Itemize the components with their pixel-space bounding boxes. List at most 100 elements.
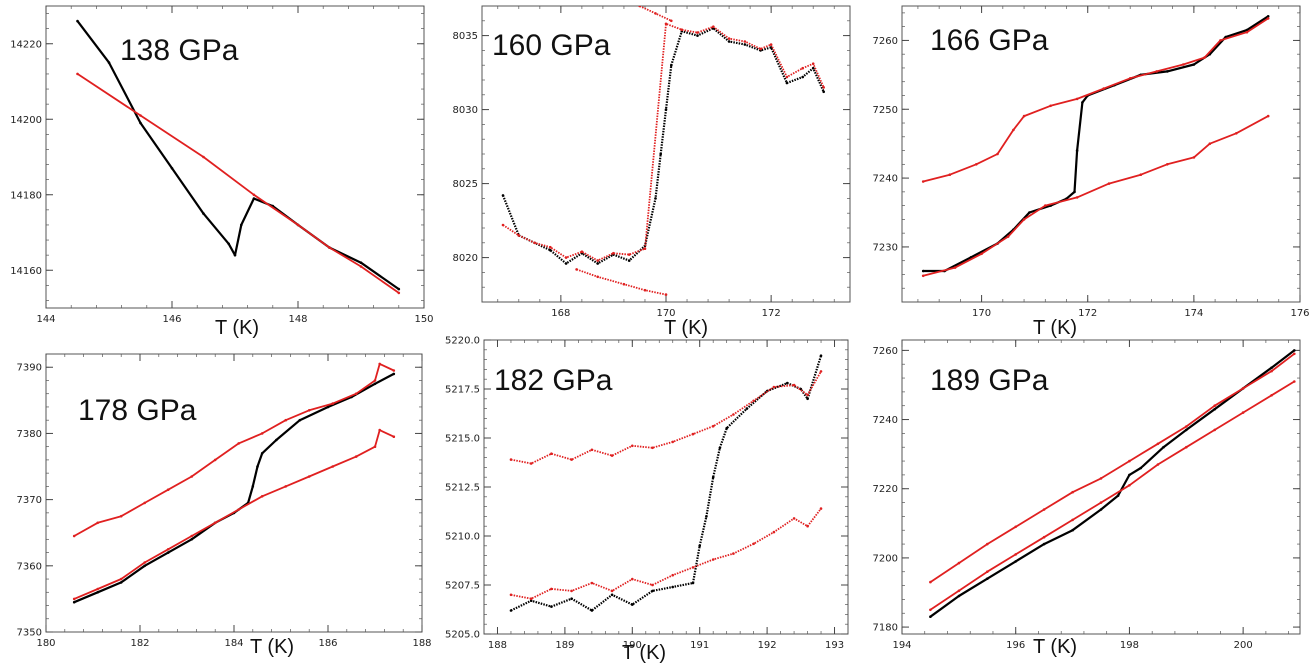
x-tick-label: 190 xyxy=(623,640,642,651)
data-area xyxy=(929,349,1296,618)
chart-panel-2: 168 170 172 8020 8025 8030 8035 160 GPa T (K) xyxy=(453,5,851,339)
data-point xyxy=(727,37,731,40)
data-point xyxy=(251,485,255,488)
data-point xyxy=(610,454,614,457)
data-point xyxy=(275,438,278,442)
data-point xyxy=(359,261,363,265)
data-point xyxy=(284,418,288,422)
x-tick-label: 180 xyxy=(36,638,55,649)
data-point xyxy=(96,521,99,525)
data-point xyxy=(996,152,999,156)
y-tick-label: 7380 xyxy=(17,429,42,440)
y-tick-label: 7200 xyxy=(873,553,898,564)
chart-title: 160 GPa xyxy=(492,29,611,62)
chart-panel-6: 194 196 198 200 7180 7200 7220 7240 7260 189 GPa T… xyxy=(873,339,1301,658)
x-tick-label: 144 xyxy=(36,314,55,325)
data-point xyxy=(752,542,755,546)
data-point xyxy=(819,507,823,510)
data-point xyxy=(233,253,237,257)
data-point xyxy=(252,197,256,200)
data-point xyxy=(957,589,961,593)
data-point xyxy=(570,458,573,461)
data-point xyxy=(671,585,674,589)
data-point xyxy=(307,475,311,478)
y-tick-label: 7260 xyxy=(873,36,898,47)
chart-panel-5: 188 189 190 191 192 193 5205.0 5207.5 5210.0 5212… xyxy=(445,336,849,664)
x-tick-label: 196 xyxy=(1006,640,1025,651)
y-tick-label: 7240 xyxy=(873,174,898,185)
data-point xyxy=(570,597,573,600)
data-point xyxy=(119,581,123,584)
data-point xyxy=(1014,560,1017,563)
data-point xyxy=(921,180,925,183)
series-line-red xyxy=(502,22,825,262)
data-point xyxy=(929,608,932,612)
data-point xyxy=(921,269,925,273)
x-tick-label: 170 xyxy=(656,308,675,319)
data-point xyxy=(806,393,809,397)
chart-title: 166 GPa xyxy=(930,24,1049,57)
data-point xyxy=(711,475,715,479)
data-area xyxy=(76,19,401,295)
data-point xyxy=(1044,204,1047,207)
data-point xyxy=(811,62,815,65)
data-point xyxy=(957,561,961,565)
series-line-red xyxy=(510,508,822,600)
x-tick-label: 193 xyxy=(825,640,844,651)
data-point xyxy=(610,589,614,593)
data-point xyxy=(743,40,747,43)
data-point xyxy=(509,609,513,612)
data-point xyxy=(590,581,594,585)
data-point xyxy=(801,75,804,79)
data-point xyxy=(331,465,335,468)
data-point xyxy=(1042,508,1046,511)
data-point xyxy=(1266,14,1270,18)
data-point xyxy=(1128,484,1131,487)
chart-title: 138 GPa xyxy=(120,34,239,67)
data-point xyxy=(328,246,331,249)
data-point xyxy=(1075,97,1079,101)
y-tick-label: 7360 xyxy=(17,561,42,572)
data-point xyxy=(1293,380,1296,383)
data-point xyxy=(638,6,641,8)
x-tick-label: 194 xyxy=(892,640,911,651)
data-point xyxy=(696,34,699,37)
data-point xyxy=(72,597,76,601)
data-point xyxy=(743,43,747,46)
x-tick-label: 174 xyxy=(1184,308,1203,319)
x-tick-label: 148 xyxy=(288,314,307,325)
series-line-red xyxy=(929,353,1295,583)
data-point xyxy=(170,167,174,170)
data-point xyxy=(691,581,695,585)
data-point xyxy=(1073,190,1076,194)
data-point xyxy=(670,19,673,23)
data-point xyxy=(822,90,825,94)
data-point xyxy=(929,615,932,618)
data-point xyxy=(711,558,715,561)
data-point xyxy=(354,455,358,458)
data-point xyxy=(664,108,668,111)
data-point xyxy=(1012,128,1015,132)
y-tick-label: 8030 xyxy=(453,105,478,116)
data-area xyxy=(921,14,1270,278)
plot-frame xyxy=(901,5,1301,303)
data-point xyxy=(986,577,989,580)
data-point xyxy=(354,392,358,396)
data-point xyxy=(786,381,789,385)
data-area xyxy=(72,362,396,604)
data-point xyxy=(237,442,240,445)
data-point xyxy=(1128,459,1131,463)
data-point xyxy=(811,66,815,70)
x-tick-label: 170 xyxy=(972,308,991,319)
data-point xyxy=(1156,463,1160,466)
data-point xyxy=(575,268,578,271)
y-tick-label: 5212.5 xyxy=(445,483,480,494)
data-point xyxy=(1071,518,1074,522)
data-point xyxy=(580,250,584,253)
y-tick-label: 5210.0 xyxy=(445,532,480,543)
data-point xyxy=(501,223,505,227)
data-point xyxy=(712,25,715,29)
data-point xyxy=(260,432,264,435)
series-line-black xyxy=(73,372,395,604)
data-point xyxy=(631,603,634,606)
